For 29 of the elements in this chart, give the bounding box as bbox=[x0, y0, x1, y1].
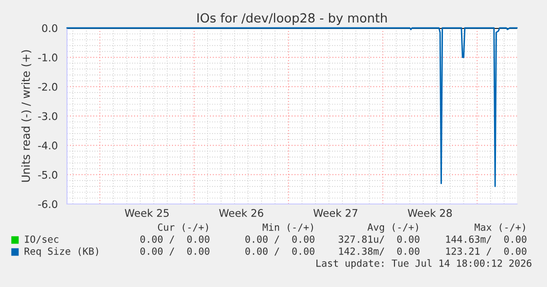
y-tick-label: -5.0 bbox=[38, 170, 58, 179]
text: 0.00 / 0.00 bbox=[245, 247, 314, 256]
text: 327.81u/ 0.00 bbox=[338, 235, 420, 244]
text: 0.00 / 0.00 bbox=[140, 247, 210, 256]
text: 0.00 / 0.00 bbox=[245, 235, 314, 244]
x-tick-label: Week 25 bbox=[124, 208, 169, 217]
text: Max (-/+) bbox=[474, 223, 525, 232]
line-series bbox=[66, 27, 518, 188]
y-tick-label: -3.0 bbox=[38, 112, 58, 120]
text: 144.63m/ 0.00 bbox=[446, 235, 526, 244]
x-tick-label: Week 26 bbox=[219, 208, 264, 217]
y-axis-title: Units read (-) / write (+) bbox=[21, 50, 32, 182]
x-tick-label: Week 27 bbox=[313, 208, 358, 217]
y-tick-label: -2.0 bbox=[38, 82, 58, 91]
text: Avg (-/+) bbox=[368, 223, 418, 233]
text: Cur (-/+) bbox=[158, 223, 208, 232]
y-tick-label: -4.0 bbox=[38, 142, 58, 150]
y-tick-label: -1.0 bbox=[38, 54, 58, 62]
text: 123.21 / 0.00 bbox=[446, 247, 526, 256]
legend-label: IO/sec bbox=[24, 235, 58, 244]
y-tick-label: -6.0 bbox=[38, 200, 58, 208]
x-tick-label: Week 28 bbox=[408, 208, 452, 217]
y-tick-label: 0.0 bbox=[42, 24, 58, 32]
text: 142.38m/ 0.00 bbox=[339, 247, 420, 256]
chart-title: IOs for /dev/loop28 - by month bbox=[197, 12, 387, 26]
text: Last update: Tue Jul 14 18:00:12 2026 bbox=[316, 259, 532, 269]
text: 0.00 / 0.00 bbox=[140, 235, 210, 244]
text: Min (-/+) bbox=[262, 223, 313, 232]
legend-label: Req Size (KB) bbox=[24, 247, 98, 257]
